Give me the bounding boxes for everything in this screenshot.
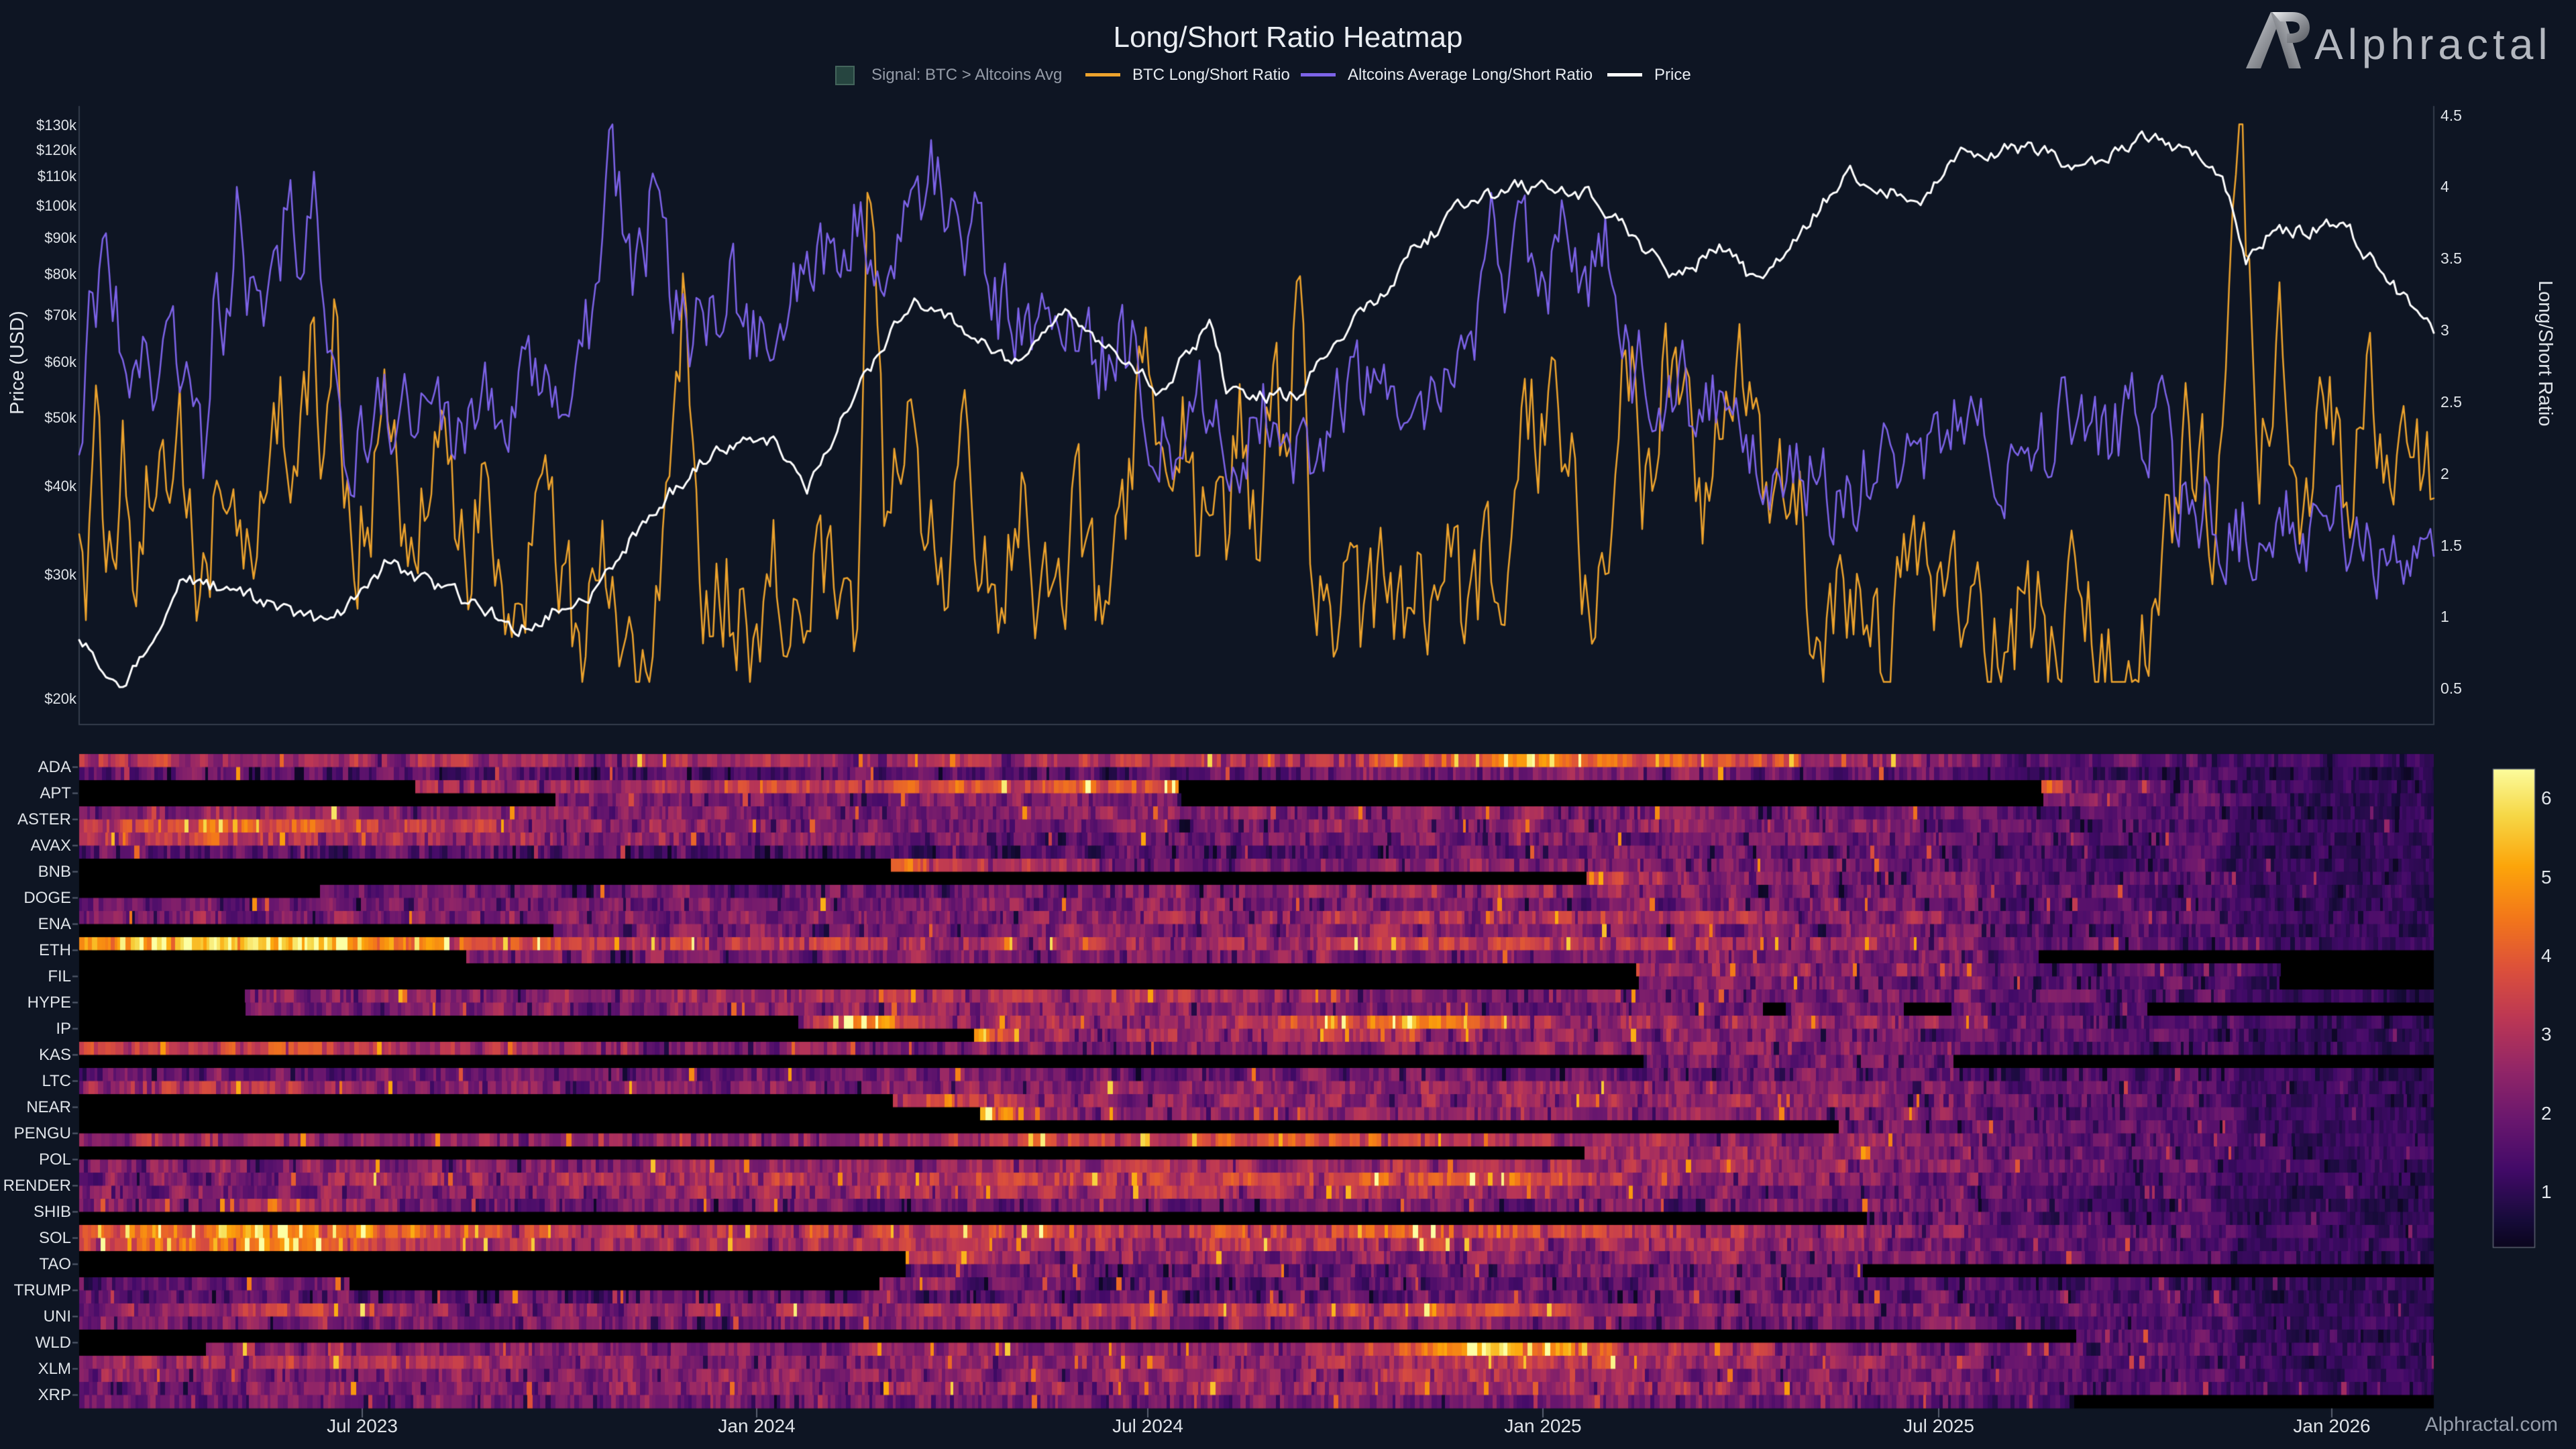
svg-text:Alphractal: Alphractal (2314, 20, 2553, 68)
